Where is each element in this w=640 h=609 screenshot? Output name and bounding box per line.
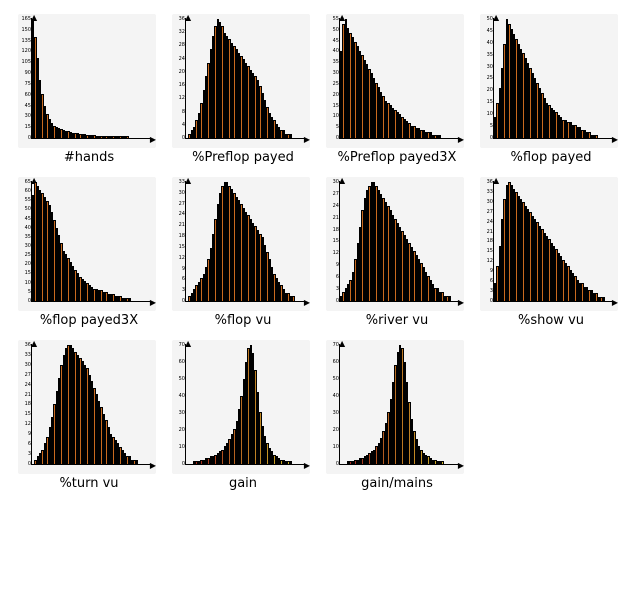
y-axis-ticks: 010203040506070	[172, 343, 186, 467]
chart-grid: ▲▶0153045607590105120135150165 #hands ▲▶04…	[0, 0, 640, 505]
bars	[32, 183, 150, 301]
y-axis-ticks: 010203040506070	[326, 343, 340, 467]
caption: %turn vu	[18, 476, 160, 491]
bars	[32, 20, 150, 138]
caption: %show vu	[480, 313, 622, 328]
chart-gainm: ▲▶010203040506070 gain/mains	[326, 340, 468, 491]
y-axis-ticks: 0153045607590105120135150165	[18, 17, 32, 141]
bars	[186, 346, 304, 464]
caption: gain/mains	[326, 476, 468, 491]
bars	[340, 183, 458, 301]
bar	[439, 135, 441, 138]
bars	[340, 20, 458, 138]
plot-area: ▲▶05101520253035404550556065	[18, 177, 156, 311]
y-axis-ticks: 0369121518212427303336	[480, 180, 494, 304]
chart-rivervu: ▲▶036912151821242730 %river vu	[326, 177, 468, 328]
bar	[126, 136, 128, 138]
caption: %Preflop payed3X	[326, 150, 468, 165]
chart-turnvu: ▲▶0369121518212427303336 %turn vu	[18, 340, 160, 491]
caption: %Preflop payed	[172, 150, 314, 165]
bar	[136, 460, 138, 464]
chart-flop: ▲▶05101520253035404550 %flop payed	[480, 14, 622, 165]
bar	[290, 134, 292, 138]
bars	[186, 20, 304, 138]
chart-flopvu: ▲▶03691215182124273033 %flop vu	[172, 177, 314, 328]
bars	[494, 183, 612, 301]
bar	[441, 461, 443, 464]
y-axis-ticks: 05101520253035404550556065	[18, 180, 32, 304]
plot-area: ▲▶0369121518212427303336	[18, 340, 156, 474]
y-axis-ticks: 0369121518212427303336	[18, 343, 32, 467]
y-axis-ticks: 04812162024283236	[172, 17, 186, 141]
bar	[603, 297, 605, 301]
plot-area: ▲▶0369121518212427303336	[480, 177, 618, 311]
bar	[292, 296, 294, 301]
bars	[340, 346, 458, 464]
y-axis-ticks: 0510152025303540455055	[326, 17, 340, 141]
caption: %flop payed	[480, 150, 622, 165]
plot-area: ▲▶03691215182124273033	[172, 177, 310, 311]
bar	[290, 461, 292, 464]
caption: %river vu	[326, 313, 468, 328]
bars	[186, 183, 304, 301]
y-axis-ticks: 03691215182124273033	[172, 180, 186, 304]
plot-area: ▲▶036912151821242730	[326, 177, 464, 311]
bar	[449, 296, 451, 301]
chart-flop3x: ▲▶05101520253035404550556065 %flop payed3…	[18, 177, 160, 328]
bar	[129, 298, 131, 301]
y-axis-ticks: 036912151821242730	[326, 180, 340, 304]
plot-area: ▲▶010203040506070	[172, 340, 310, 474]
chart-preflop: ▲▶04812162024283236 %Preflop payed	[172, 14, 314, 165]
chart-hands: ▲▶0153045607590105120135150165 #hands	[18, 14, 160, 165]
caption: %flop vu	[172, 313, 314, 328]
chart-showvu: ▲▶0369121518212427303336 %show vu	[480, 177, 622, 328]
y-axis-ticks: 05101520253035404550	[480, 17, 494, 141]
plot-area: ▲▶0510152025303540455055	[326, 14, 464, 148]
plot-area: ▲▶05101520253035404550	[480, 14, 618, 148]
caption: gain	[172, 476, 314, 491]
chart-gain: ▲▶010203040506070 gain	[172, 340, 314, 491]
bar	[595, 135, 597, 138]
chart-preflop3x: ▲▶0510152025303540455055 %Preflop payed3X	[326, 14, 468, 165]
bars	[494, 20, 612, 138]
caption: %flop payed3X	[18, 313, 160, 328]
caption: #hands	[18, 150, 160, 165]
bars	[32, 346, 150, 464]
plot-area: ▲▶010203040506070	[326, 340, 464, 474]
plot-area: ▲▶04812162024283236	[172, 14, 310, 148]
plot-area: ▲▶0153045607590105120135150165	[18, 14, 156, 148]
